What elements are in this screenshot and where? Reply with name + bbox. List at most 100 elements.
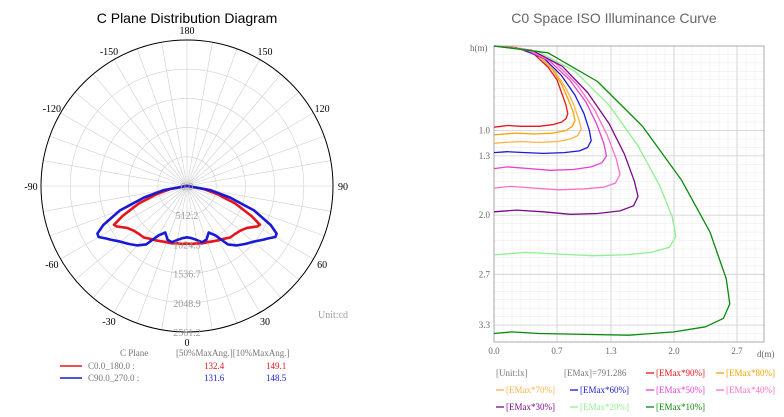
iso-legend-label: [EMax*70%] [506,385,555,395]
polar-radial-label: 1024.5 [173,240,201,251]
polar-ring [69,68,305,304]
polar-spoke [186,59,261,187]
iso-legend-label: [EMax*50%] [656,385,705,395]
legend-label-c0: C0.0_180.0 : [88,361,135,371]
polar-series-1 [96,184,278,247]
polar-spoke [186,185,299,281]
polar-angle-label: 180 [180,26,195,37]
polar-angle-label: 150 [258,47,273,58]
iso-chart: C0 Space ISO Illuminance Curve 0.0 0.7 1.3… [470,10,775,412]
iso-series-5 [493,45,621,191]
iso-series-1 [493,45,576,136]
polar-spoke [186,42,213,187]
polar-spoke [136,48,188,187]
iso-legend-items: [EMax*90%] [EMax*80%] [EMax*70%] [EMax*60%]… [496,368,775,412]
iso-legend-label: [EMax*30%] [506,402,555,412]
polar-angle-label: 90 [338,182,348,193]
polar-spoke [186,112,314,187]
polar-angle-label: -30 [102,317,115,328]
iso-series-8 [493,45,731,336]
polar-angle-label: -120 [43,104,61,115]
polar-angle-label: -150 [100,47,118,58]
polar-title: C Plane Distribution Diagram [97,10,278,26]
polar-spoke [186,185,261,313]
polar-angle-label: 60 [317,260,327,271]
polar-spoke [43,160,188,187]
iso-frame [493,45,765,343]
iso-legend-label: [EMax*80%] [726,368,775,378]
iso-ylabel: h(m) [470,43,488,53]
polar-spoke [186,48,238,187]
iso-series-2 [493,45,582,144]
iso-series-4 [493,45,608,171]
iso-xlabel: d(m) [757,349,775,359]
polar-spoke [186,185,238,324]
polar-spoke [92,74,188,187]
iso-curves [493,45,731,336]
polar-radial-label: 2048.9 [173,299,201,310]
polar-angle-label: 30 [260,317,270,328]
polar-spoke [136,185,188,324]
legend-a50-c0: 132.4 [204,361,225,371]
iso-x-tick-label: 0.7 [551,346,563,356]
iso-y-tick-label: 3.3 [479,320,491,330]
polar-ring [99,98,275,274]
iso-y-tick-label: 2.7 [479,269,491,279]
polar-spoke [161,185,188,330]
polar-spoke [186,91,299,187]
polar-labels: 0.0 512.2 1024.5 1536.7 2048.9 2561.2 180 150 12… [24,26,348,349]
polar-spoke [186,185,282,298]
polar-spoke [186,160,331,187]
iso-legend-unit: [Unit:lx] [496,368,528,378]
iso-legend-label: [EMax*40%] [726,385,775,395]
polar-spoke [49,135,188,187]
polar-grid [40,39,334,333]
legend-label-c90: C90.0_270.0 : [88,373,139,383]
polar-spoke [75,91,188,187]
polar-chart: C Plane Distribution Diagram 0.0 512.2 102… [24,10,348,383]
polar-spoke [75,185,188,281]
polar-ring [157,156,217,216]
polar-radial-label: 1536.7 [173,270,201,281]
polar-ring [40,39,334,333]
iso-x-tick-label: 2.7 [731,346,743,356]
polar-spoke [186,135,325,187]
polar-angle-label: 120 [315,104,330,115]
polar-angle-label: -60 [45,260,58,271]
legend-a10-c90: 148.5 [266,373,287,383]
iso-x-tick-label: 1.3 [605,346,617,356]
polar-angle-label: -90 [24,182,37,193]
iso-title: C0 Space ISO Illuminance Curve [511,10,717,26]
iso-legend: [Unit:lx] [EMax]=791.286 [EMax*90%] [EMax… [496,368,775,412]
polar-spoke [186,185,213,330]
polar-spoke [60,185,188,260]
polar-curves [96,184,278,247]
iso-series-3 [493,45,592,155]
iso-y-tick-label: 1.3 [479,151,491,161]
polar-legend-header-angles: [50%MaxAng.][10%MaxAng.] [176,348,289,358]
iso-legend-emax: [EMax]=791.286 [564,368,627,378]
polar-spoke [60,112,188,187]
iso-series-0 [493,45,569,128]
iso-legend-label: [EMax*90%] [656,368,705,378]
iso-grid [493,45,765,343]
polar-spoke [186,74,282,187]
polar-radial-label: 2561.2 [173,328,201,339]
iso-series-6 [493,45,639,215]
polar-spoke [186,185,314,260]
iso-series-7 [493,45,677,257]
polar-spoke [161,42,188,187]
legend-a10-c0: 149.1 [266,361,286,371]
iso-labels: 0.0 0.7 1.3 2.0 2.7 1.0 1.3 2.0 2.7 3.3 [479,126,743,356]
iso-legend-label: [EMax*60%] [580,385,629,395]
iso-legend-label: [EMax*10%] [656,402,705,412]
polar-spoke [113,59,188,187]
iso-x-tick-label: 0.0 [488,346,500,356]
polar-unit-label: Unit:cd [318,310,348,321]
iso-legend-label: [EMax*20%] [580,402,629,412]
polar-spoke [113,185,188,313]
polar-spoke [92,185,188,298]
polar-radial-label: 512.2 [176,211,199,222]
polar-legend: C Plane [50%MaxAng.][10%MaxAng.] C0.0_18… [60,348,289,383]
